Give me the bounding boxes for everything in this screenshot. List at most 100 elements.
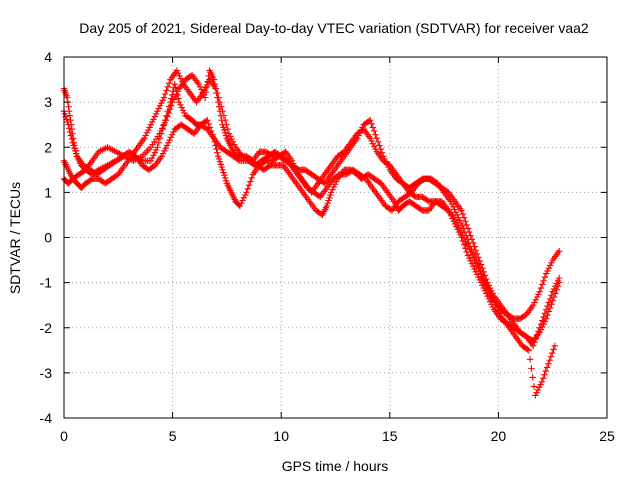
data-point <box>526 356 534 363</box>
data-point <box>485 295 493 303</box>
data-point <box>532 392 539 399</box>
data-point <box>241 191 249 199</box>
data-point <box>525 347 533 354</box>
data-point <box>201 87 208 94</box>
data-point <box>472 254 479 261</box>
data-point <box>214 149 221 156</box>
data-point <box>206 124 214 131</box>
data-point <box>66 125 73 132</box>
data-point <box>494 304 501 312</box>
data-point <box>163 87 170 94</box>
data-point <box>212 85 220 92</box>
data-point <box>463 221 470 229</box>
data-point <box>238 200 245 207</box>
data-point <box>541 274 549 281</box>
data-point <box>218 163 225 171</box>
data-point <box>172 93 179 100</box>
data-point <box>179 107 187 114</box>
data-point <box>196 83 204 90</box>
data-point <box>552 290 559 297</box>
data-point <box>453 211 461 219</box>
data-point <box>159 150 167 157</box>
data-point <box>489 293 496 301</box>
data-point <box>325 197 332 204</box>
data-point <box>216 158 224 165</box>
data-point <box>540 277 547 285</box>
data-point <box>195 80 202 88</box>
data-point <box>65 121 72 128</box>
data-point <box>165 139 172 146</box>
data-point <box>201 94 209 101</box>
data-point <box>542 367 549 375</box>
data-point <box>451 206 458 213</box>
data-point <box>219 107 226 115</box>
data-point <box>467 257 474 265</box>
data-point <box>220 124 227 131</box>
data-point <box>151 149 158 156</box>
data-point <box>470 263 477 270</box>
y-tick-label: 2 <box>44 139 52 155</box>
x-tick-label: 15 <box>382 428 398 444</box>
data-point <box>217 161 225 168</box>
data-point <box>175 70 182 77</box>
data-point <box>533 293 541 301</box>
data-point <box>170 96 178 103</box>
data-point <box>158 153 165 160</box>
data-point <box>368 137 375 145</box>
data-point <box>468 246 475 253</box>
data-point <box>213 145 220 153</box>
data-point <box>248 174 255 182</box>
data-point <box>490 296 497 303</box>
data-point <box>162 90 169 98</box>
data-point <box>484 292 491 300</box>
data-point <box>537 284 545 292</box>
data-point <box>454 221 461 229</box>
data-point <box>545 360 552 368</box>
data-point <box>487 291 495 298</box>
data-point <box>177 101 184 109</box>
data-point <box>156 130 163 137</box>
y-tick-label: 4 <box>44 49 52 65</box>
data-point <box>547 353 555 360</box>
data-point <box>202 84 209 91</box>
data-point <box>545 264 552 272</box>
data-point <box>212 142 219 149</box>
data-point <box>245 181 253 189</box>
data-point <box>533 389 540 396</box>
data-point <box>550 346 557 353</box>
data-point <box>164 83 172 90</box>
data-point <box>479 282 486 289</box>
data-point <box>540 320 547 328</box>
data-point <box>157 127 165 135</box>
data-point <box>481 277 488 285</box>
series-track-4 <box>60 67 559 399</box>
data-point <box>158 99 165 107</box>
data-point <box>456 217 463 224</box>
data-point <box>542 315 550 322</box>
data-point <box>160 122 167 129</box>
data-point <box>469 248 476 256</box>
data-point <box>160 94 168 101</box>
data-point <box>330 183 337 191</box>
data-point <box>176 72 183 80</box>
data-point <box>215 94 222 101</box>
data-point <box>239 197 246 204</box>
data-point <box>554 283 562 290</box>
data-point <box>482 280 490 287</box>
data-point <box>372 145 379 153</box>
data-point <box>485 285 492 293</box>
x-tick-label: 20 <box>491 428 507 444</box>
data-point <box>459 222 466 229</box>
data-point <box>534 386 542 394</box>
data-point <box>541 371 548 378</box>
data-point <box>167 134 175 141</box>
y-tick-label: -4 <box>40 410 53 426</box>
data-point <box>550 293 558 301</box>
data-point <box>66 128 74 136</box>
data-point <box>539 281 546 288</box>
data-point <box>531 299 538 306</box>
data-point <box>447 198 454 205</box>
data-point <box>166 136 173 144</box>
data-point <box>537 326 545 333</box>
